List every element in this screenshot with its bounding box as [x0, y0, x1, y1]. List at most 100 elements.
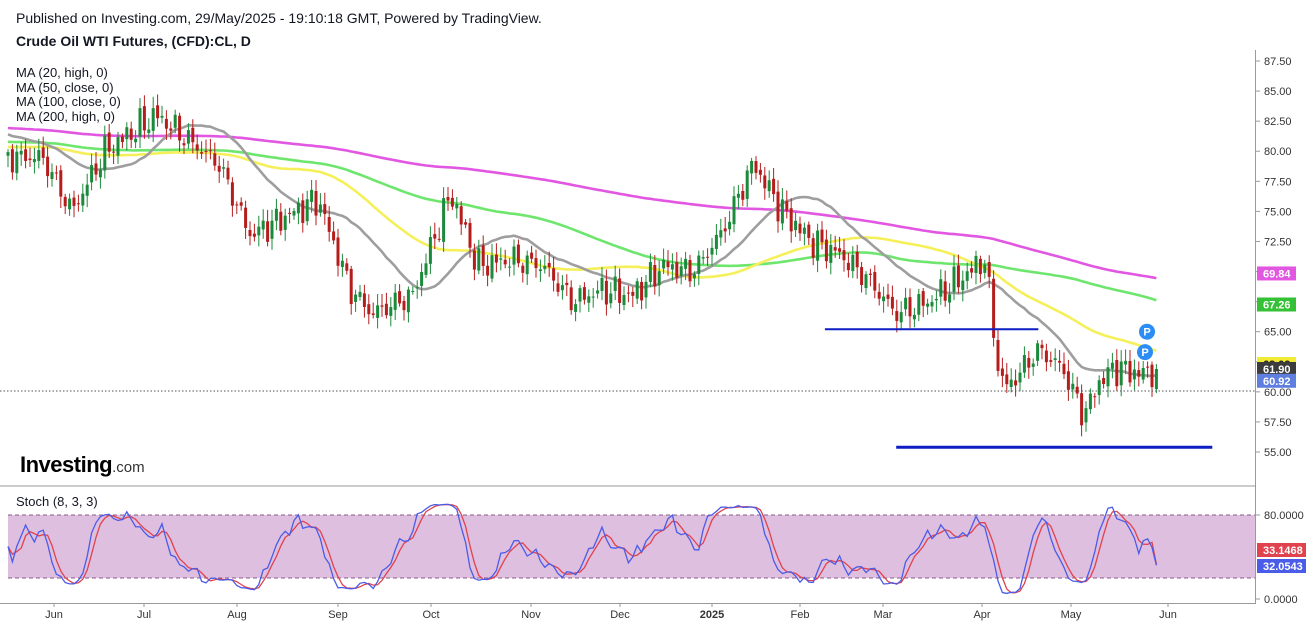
candle-body [239, 202, 243, 206]
candle-body [10, 149, 14, 173]
x-tick-label: Jun [1159, 609, 1177, 621]
candle-body [191, 127, 195, 143]
candle-body [838, 248, 842, 252]
candle-body [1124, 360, 1128, 365]
y-tick-label: 85.00 [1264, 86, 1292, 98]
candle-body [235, 204, 239, 206]
y-tick-label: 57.50 [1264, 417, 1292, 429]
candle-body [19, 150, 23, 155]
candle-body [877, 291, 881, 299]
marker-label: P [1143, 327, 1150, 339]
candle-body [824, 239, 828, 262]
candle-body [1084, 408, 1088, 423]
y-tick-label: 82.50 [1264, 116, 1292, 128]
x-tick-label: Jun [45, 609, 63, 621]
y-tick-label: 77.50 [1264, 176, 1292, 188]
candle-body [552, 268, 556, 281]
candle-body [653, 264, 657, 286]
candle-body [1049, 360, 1053, 362]
candle-body [622, 295, 626, 306]
symbol-title: Crude Oil WTI Futures, (CFD):CL, D [16, 33, 251, 49]
candle-body [710, 247, 714, 255]
candle-body [494, 254, 498, 263]
legend-ma200[interactable]: MA (200, high, 0) [16, 108, 115, 124]
candle-body [147, 129, 151, 133]
price-label-text: 61.90 [1263, 364, 1291, 376]
candle-body [186, 130, 190, 144]
candle-body [142, 106, 146, 131]
candle-body [644, 281, 648, 298]
legend-ma20[interactable]: MA (20, high, 0) [16, 65, 108, 80]
candle-body [635, 281, 639, 299]
price-label-69.84: 69.84 [1257, 266, 1296, 281]
candle-body [728, 221, 732, 230]
candle-body [1071, 383, 1075, 390]
candle-body [1053, 358, 1057, 361]
candle-body [406, 289, 410, 313]
candle-body [970, 268, 974, 273]
candle-body [666, 261, 670, 268]
marker-circle [1139, 323, 1155, 340]
time-axis[interactable]: Jun Jul Aug Sep Oct Nov Dec 2025 Feb Mar Apr May Jun [45, 603, 1177, 621]
legend-ma50[interactable]: MA (50, close, 0) [16, 79, 114, 95]
event-markers[interactable]: PP [1137, 323, 1155, 361]
candle-body [433, 234, 437, 239]
x-tick-label: 2025 [700, 609, 724, 621]
candle-body [411, 291, 415, 293]
candle-body [349, 268, 353, 305]
stoch-label-bg [1257, 559, 1306, 573]
candle-body [90, 165, 94, 183]
candle-body [345, 263, 349, 271]
candle-body [609, 293, 613, 304]
candle-body [640, 281, 644, 301]
candle-body [402, 300, 406, 311]
legend-ma100[interactable]: MA (100, close, 0) [16, 94, 121, 109]
candle-body [85, 184, 89, 196]
candle-body [213, 153, 217, 166]
candle-body [569, 287, 573, 311]
candle-body [882, 296, 886, 302]
candle-body [745, 170, 749, 199]
candle-body [591, 296, 595, 298]
candle-body [736, 193, 740, 198]
candle-body [310, 189, 314, 202]
candle-body [424, 263, 428, 275]
candle-body [279, 211, 283, 231]
candle-body [556, 283, 560, 292]
ma200-line [7, 126, 1157, 280]
ma20-line [7, 123, 1157, 378]
candle-body [1102, 378, 1106, 385]
x-tick-label: Aug [227, 609, 247, 621]
candle-body [1031, 363, 1035, 367]
candle-body [1110, 362, 1114, 369]
candle-body [873, 272, 877, 291]
candle-body [547, 262, 551, 268]
candle-body [1075, 386, 1079, 394]
stoch-title[interactable]: Stoch (8, 3, 3) [16, 494, 98, 509]
candle-body [283, 215, 287, 230]
candle-body [1036, 343, 1040, 361]
candle-body [173, 114, 177, 128]
candle-body [921, 291, 925, 306]
candle-body [323, 204, 327, 215]
candle-body [112, 151, 116, 153]
candle-body [565, 282, 569, 286]
candle-body [499, 258, 503, 260]
stoch-label-text: 33.1468 [1263, 545, 1303, 557]
marker-0[interactable]: P [1139, 323, 1155, 340]
marker-1[interactable]: P [1137, 344, 1153, 361]
candle-body [120, 136, 124, 142]
candle-body [516, 244, 520, 264]
stoch-label-bg [1257, 543, 1306, 557]
candle-body [362, 293, 366, 307]
candle-body [978, 258, 982, 275]
candle-body [574, 304, 578, 312]
candles [6, 94, 1158, 437]
candle-body [472, 250, 476, 270]
candle-body [156, 105, 160, 119]
stoch-axis[interactable]: 80.0000 0.0000 33.1468 32.0543 [1255, 510, 1306, 606]
candle-body [244, 207, 248, 228]
candle-body [195, 144, 199, 151]
candle-body [1058, 360, 1062, 363]
